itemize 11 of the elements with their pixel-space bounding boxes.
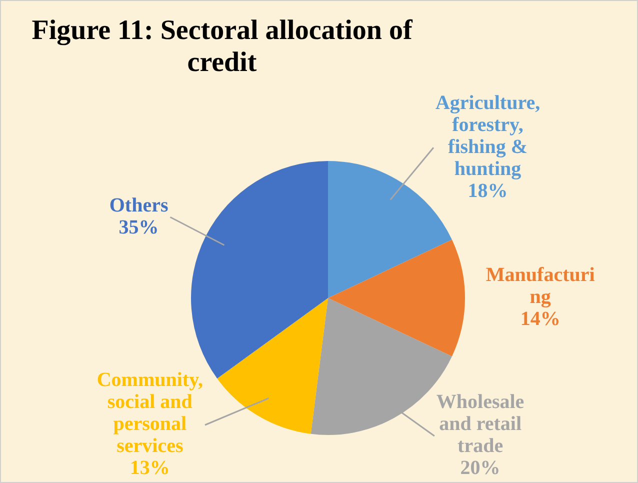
slice-label: Others [109,194,168,216]
data-label: 20% [460,457,500,480]
data-label: 35% [118,216,159,238]
slice-label: Agriculture, forestry, fishing & hunting [435,92,540,180]
slice-label: Community, social and personal services [96,369,203,458]
slice-label: Manufacturing [486,264,596,308]
data-label: 14% [520,308,560,330]
data-label: 13% [130,457,170,480]
data-label: 18% [468,180,508,202]
chart-title: Figure 11: Sectoral allocation of credit [30,15,414,79]
slice-label: Wholesale and retail trade [436,391,524,458]
